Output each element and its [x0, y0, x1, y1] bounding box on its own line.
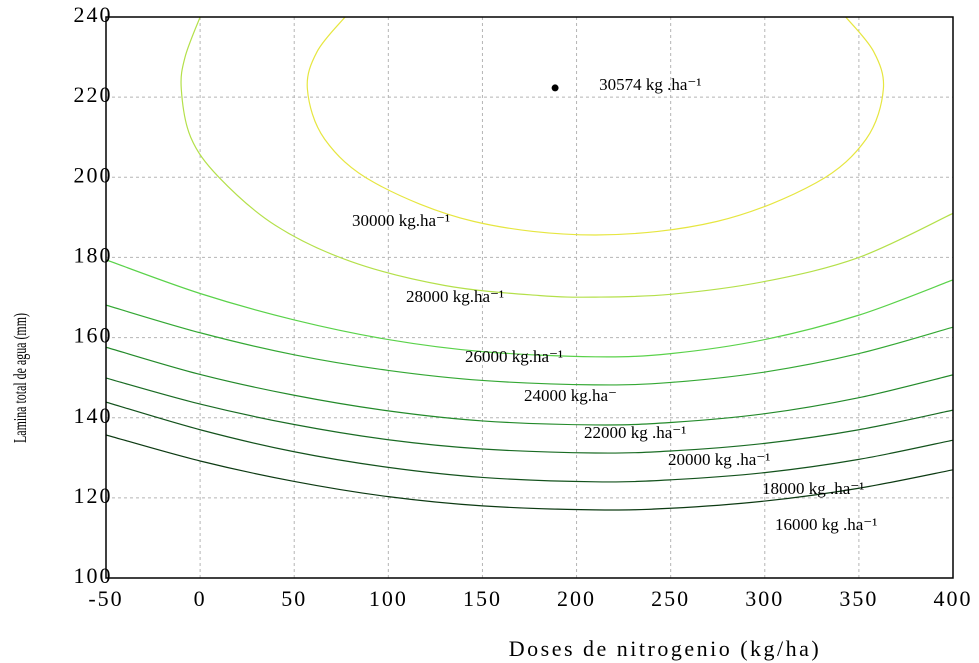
- y-tick-label: 160: [74, 323, 113, 348]
- contour-line: [106, 259, 953, 358]
- y-tick-label: 140: [74, 403, 113, 428]
- contour-line: [106, 377, 953, 454]
- contour-label: 26000 kg.ha⁻¹: [465, 347, 563, 366]
- optimum-label: 30574 kg .ha⁻¹: [599, 75, 701, 94]
- y-tick-label: 120: [74, 483, 113, 508]
- contour-line: [106, 304, 953, 386]
- contour-label: 30000 kg.ha⁻¹: [352, 211, 450, 230]
- y-tick-label: 200: [74, 162, 113, 187]
- contour-label: 16000 kg .ha⁻¹: [775, 515, 877, 534]
- contour-label: 28000 kg.ha⁻¹: [406, 287, 504, 306]
- x-axis-label: Doses de nitrogenio (kg/ha): [509, 636, 822, 661]
- contour-label: 20000 kg .ha⁻¹: [668, 450, 770, 469]
- contour-line: [180, 17, 953, 298]
- optimum-point: [551, 84, 559, 92]
- contours: [106, 17, 953, 511]
- x-tick-label: -50: [88, 586, 123, 611]
- x-tick-label: 100: [369, 586, 408, 611]
- contour-label: 22000 kg .ha⁻¹: [584, 423, 686, 442]
- contour-label: 18000 kg .ha⁻¹: [762, 479, 864, 498]
- plot-frame: [105, 16, 954, 579]
- y-tick-label: 240: [74, 2, 113, 27]
- x-tick-label: 200: [557, 586, 596, 611]
- labels: -50 0 50 100 150 200 250 300 350 400 100 120 140 160 1…: [74, 2, 973, 611]
- contour-line: [106, 346, 953, 426]
- contour-line: [106, 434, 953, 511]
- x-tick-label: 300: [745, 586, 784, 611]
- x-tick-label: 50: [281, 586, 307, 611]
- y-tick-label: 180: [74, 242, 113, 267]
- y-axis-label: Lamina total de agua (mm): [10, 313, 31, 443]
- x-tick-label: 250: [651, 586, 690, 611]
- y-tick-label: 100: [74, 563, 113, 588]
- contour-line: [106, 401, 953, 483]
- x-tick-label: 0: [194, 586, 207, 611]
- contour-line: [306, 17, 885, 236]
- x-tick-label: 350: [839, 586, 878, 611]
- contour-label: 24000 kg.ha⁻: [524, 386, 617, 405]
- x-tick-label: 150: [463, 586, 502, 611]
- y-tick-label: 220: [74, 82, 113, 107]
- x-tick-label: 400: [934, 586, 973, 611]
